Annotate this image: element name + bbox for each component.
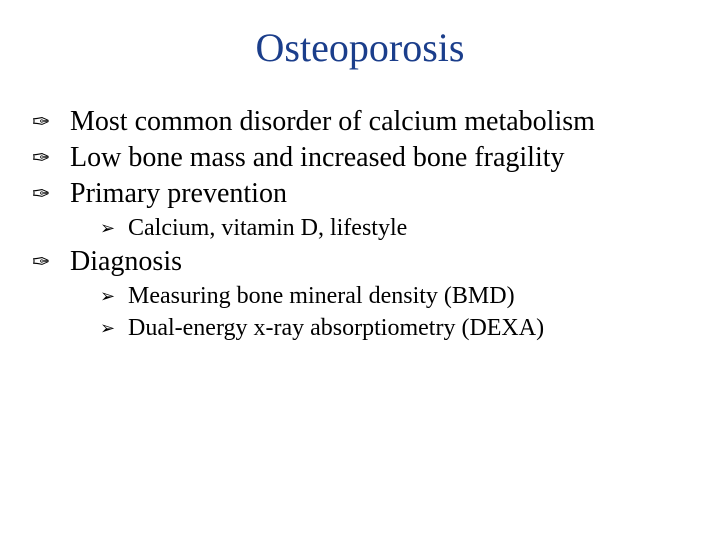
bullet-icon: ✑ xyxy=(30,141,70,175)
list-subitem: ➢ Calcium, vitamin D, lifestyle xyxy=(100,213,690,243)
list-item: ✑ Diagnosis xyxy=(30,245,690,279)
list-item: ✑ Low bone mass and increased bone fragi… xyxy=(30,141,690,175)
list-subitem-text: Measuring bone mineral density (BMD) xyxy=(128,281,515,311)
list-item-text: Diagnosis xyxy=(70,245,182,279)
list-item-text: Primary prevention xyxy=(70,177,287,211)
bullet-icon: ✑ xyxy=(30,245,70,279)
slide-body: ✑ Most common disorder of calcium metabo… xyxy=(30,105,690,345)
chevron-right-icon: ➢ xyxy=(100,313,128,343)
list-subitem: ➢ Measuring bone mineral density (BMD) xyxy=(100,281,690,311)
chevron-right-icon: ➢ xyxy=(100,213,128,243)
chevron-right-icon: ➢ xyxy=(100,281,128,311)
list-subitem-text: Calcium, vitamin D, lifestyle xyxy=(128,213,407,243)
slide: Osteoporosis ✑ Most common disorder of c… xyxy=(0,0,720,540)
list-subitem-text: Dual-energy x-ray absorptiometry (DEXA) xyxy=(128,313,544,343)
list-subitem: ➢ Dual-energy x-ray absorptiometry (DEXA… xyxy=(100,313,690,343)
list-item: ✑ Most common disorder of calcium metabo… xyxy=(30,105,690,139)
list-item-text: Low bone mass and increased bone fragili… xyxy=(70,141,565,175)
bullet-icon: ✑ xyxy=(30,105,70,139)
list-item: ✑ Primary prevention xyxy=(30,177,690,211)
slide-title: Osteoporosis xyxy=(0,24,720,71)
bullet-icon: ✑ xyxy=(30,177,70,211)
list-item-text: Most common disorder of calcium metaboli… xyxy=(70,105,595,139)
